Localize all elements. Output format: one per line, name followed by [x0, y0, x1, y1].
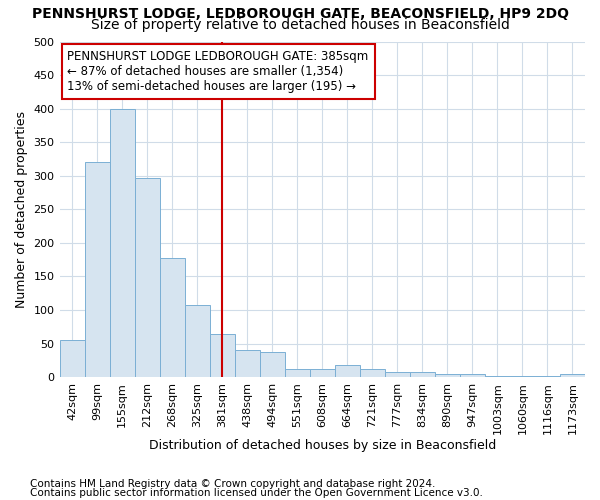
Bar [260, 352, 285, 377]
Bar [385, 372, 410, 377]
Text: Contains public sector information licensed under the Open Government Licence v3: Contains public sector information licen… [30, 488, 483, 498]
Text: PENNSHURST LODGE LEDBOROUGH GATE: 385sqm
← 87% of detached houses are smaller (1: PENNSHURST LODGE LEDBOROUGH GATE: 385sqm… [67, 50, 368, 93]
Bar [535, 376, 560, 377]
Bar [185, 304, 209, 377]
Bar [235, 350, 260, 377]
Bar [310, 369, 335, 377]
Bar [285, 369, 310, 377]
Bar [560, 374, 585, 377]
Text: PENNSHURST LODGE, LEDBOROUGH GATE, BEACONSFIELD, HP9 2DQ: PENNSHURST LODGE, LEDBOROUGH GATE, BEACO… [32, 8, 569, 22]
Bar [160, 258, 185, 377]
Bar [110, 108, 134, 377]
Bar [410, 372, 435, 377]
Bar [85, 162, 110, 377]
Bar [335, 365, 360, 377]
Text: Contains HM Land Registry data © Crown copyright and database right 2024.: Contains HM Land Registry data © Crown c… [30, 479, 436, 489]
Bar [435, 374, 460, 377]
Bar [485, 376, 510, 377]
Bar [209, 334, 235, 377]
Bar [460, 374, 485, 377]
X-axis label: Distribution of detached houses by size in Beaconsfield: Distribution of detached houses by size … [149, 440, 496, 452]
Bar [360, 369, 385, 377]
Text: Size of property relative to detached houses in Beaconsfield: Size of property relative to detached ho… [91, 18, 509, 32]
Bar [134, 178, 160, 377]
Y-axis label: Number of detached properties: Number of detached properties [15, 111, 28, 308]
Bar [510, 376, 535, 377]
Bar [59, 340, 85, 377]
